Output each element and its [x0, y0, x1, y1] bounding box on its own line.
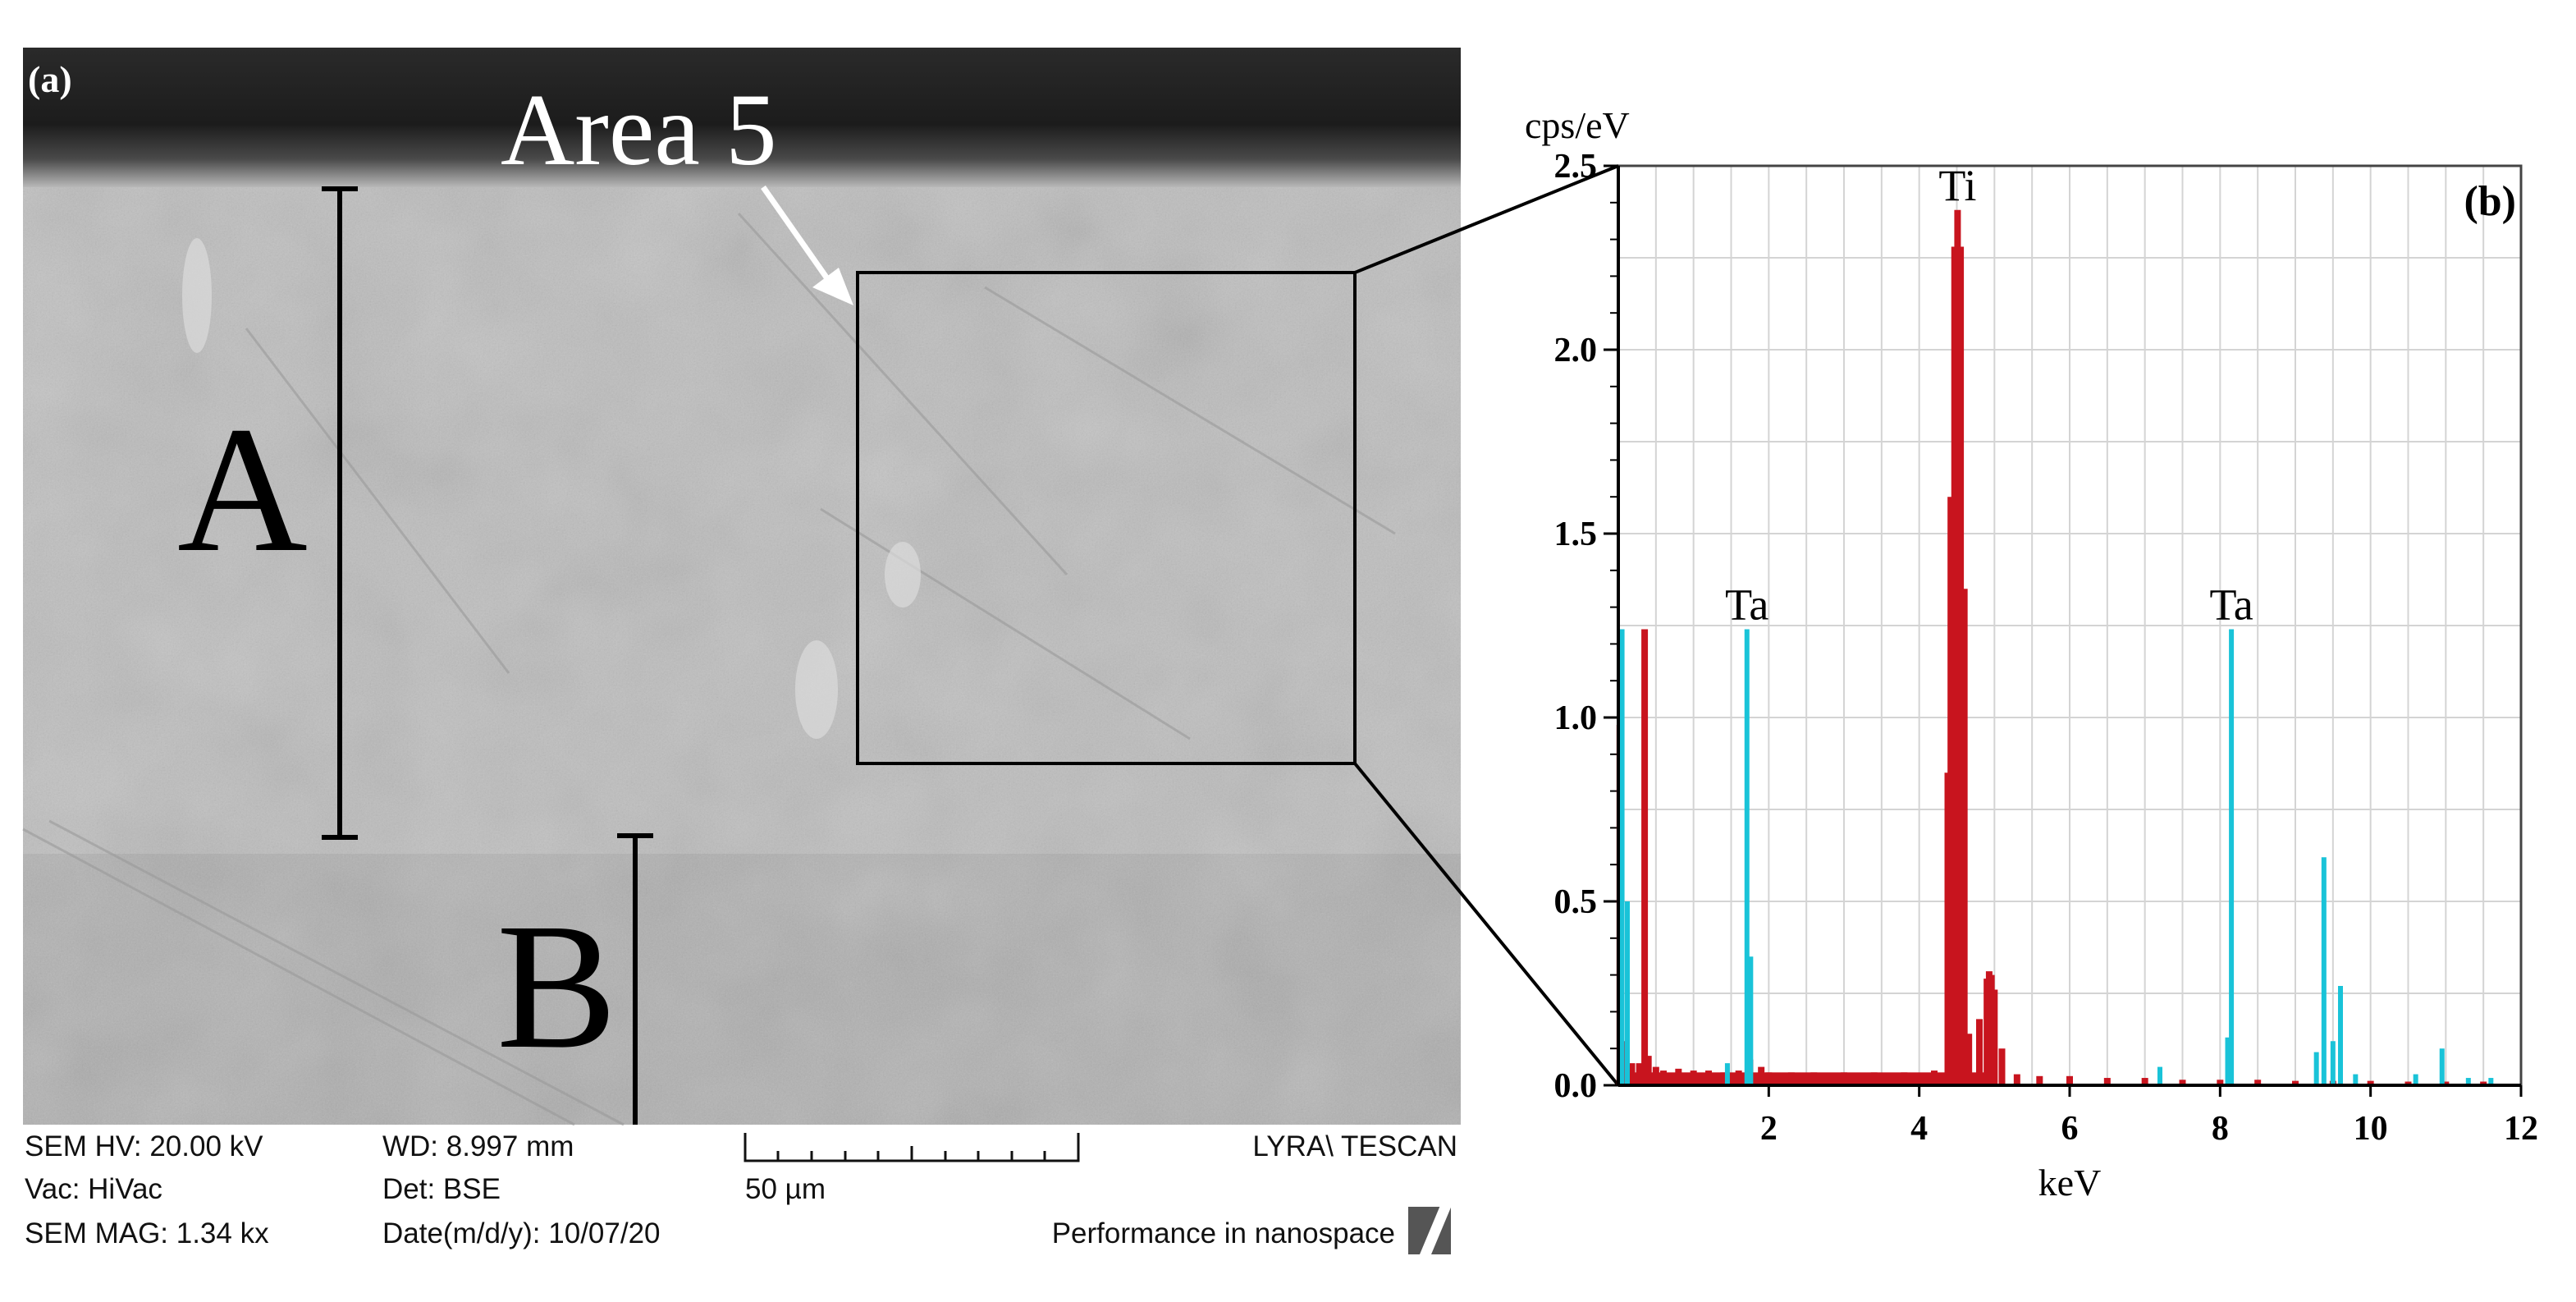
sem-det: Det: BSE	[382, 1173, 501, 1205]
area-5-arrow	[761, 185, 853, 305]
spectrum-background-fill	[1618, 1072, 1997, 1085]
sem-bright-features	[182, 238, 921, 739]
zoom-line-top	[1354, 164, 1619, 274]
sem-scratch-lines	[22, 212, 1396, 1126]
y-axis-label: cps/eV	[1525, 104, 1630, 146]
chart-ticks: 2 4 6 8 10 12 0.0 0.5 1.0 1.5 2.0 2.5	[1554, 148, 2539, 1148]
sem-mag: SEM MAG: 1.34 kx	[25, 1217, 269, 1249]
x-tick-label: 8	[2212, 1110, 2229, 1148]
panel-a-label: (a)	[28, 58, 72, 100]
x-axis-label: keV	[2038, 1162, 2102, 1203]
eds-spectrum-chart: 2 4 6 8 10 12 0.0 0.5 1.0 1.5 2.0 2.5 Ti Ta Ta cps/eV…	[1525, 104, 2538, 1203]
y-tick-label: 1.5	[1554, 516, 1598, 553]
brand-text: LYRA\ TESCAN	[1252, 1130, 1457, 1162]
peak-label: Ta	[1725, 580, 1768, 629]
brand-slogan: Performance in nanospace	[1052, 1217, 1395, 1249]
scale-bar	[744, 1133, 1080, 1162]
sem-info-bar: SEM HV: 20.00 kV Vac: HiVac SEM MAG: 1.3…	[25, 1130, 1457, 1254]
x-tick-label: 2	[1760, 1110, 1778, 1148]
area-5-label: Area 5	[501, 74, 777, 187]
chart-grid	[1618, 166, 2521, 1085]
x-tick-label: 10	[2354, 1110, 2388, 1148]
y-tick-label: 0.5	[1554, 883, 1598, 921]
y-tick-label: 0.0	[1554, 1067, 1598, 1105]
chart-bars	[1616, 209, 2494, 1085]
area-5-box	[856, 271, 1357, 765]
y-tick-label: 2.5	[1554, 148, 1598, 186]
x-tick-label: 4	[1910, 1110, 1928, 1148]
y-tick-label: 2.0	[1554, 332, 1598, 369]
panel-b-label: (b)	[2464, 178, 2516, 225]
sem-wd: WD: 8.997 mm	[382, 1130, 574, 1162]
scale-bar-label: 50 µm	[745, 1173, 826, 1205]
sem-texture-grain	[23, 48, 1461, 1125]
region-a-bar	[322, 186, 358, 840]
peak-label: Ta	[2209, 580, 2253, 629]
sem-dark-top-band	[23, 48, 1461, 187]
chart-annotations: Ti Ta Ta	[1725, 161, 2253, 630]
x-tick-label: 6	[2061, 1110, 2079, 1148]
zoom-line-bottom	[1353, 762, 1620, 1087]
region-a-label: A	[177, 389, 308, 589]
brand-logo-icon	[1408, 1203, 1453, 1254]
region-b-bar	[617, 833, 653, 1125]
region-b-label: B	[496, 886, 617, 1086]
y-tick-label: 1.0	[1554, 699, 1598, 737]
x-tick-label: 12	[2504, 1110, 2538, 1148]
sem-date: Date(m/d/y): 10/07/20	[382, 1217, 661, 1249]
sem-vac: Vac: HiVac	[25, 1173, 162, 1205]
sem-hv: SEM HV: 20.00 kV	[25, 1130, 263, 1162]
peak-label: Ti	[1938, 161, 1976, 210]
sem-micrograph: (a) Area 5 A B	[22, 48, 1620, 1126]
